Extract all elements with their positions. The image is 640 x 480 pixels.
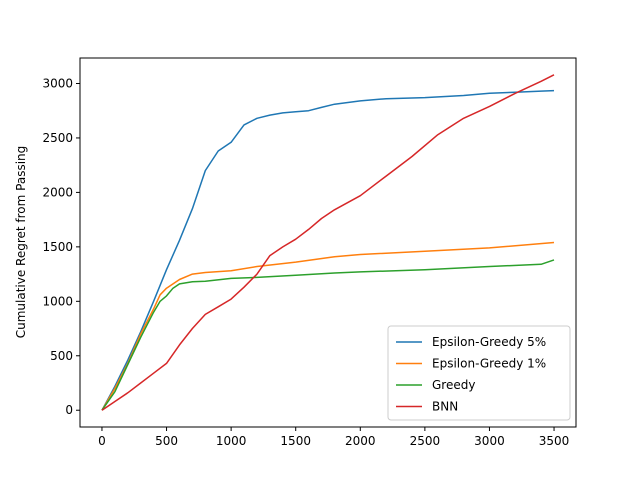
- y-tick-label: 1500: [42, 240, 73, 254]
- x-tick-label: 3000: [474, 434, 505, 448]
- series-line-3: [101, 259, 555, 411]
- y-axis-label: Cumulative Regret from Passing: [14, 146, 28, 339]
- legend-label: BNN: [432, 400, 458, 414]
- x-tick-label: 1500: [280, 434, 311, 448]
- series-line-4: [101, 74, 555, 411]
- x-tick-label: 500: [155, 434, 178, 448]
- y-tick-label: 0: [65, 403, 73, 417]
- x-tick-label: 2500: [410, 434, 441, 448]
- y-axis-ticks: 0 500 1000 1500 2000 2500 3000: [42, 76, 80, 417]
- x-axis-ticks: 0 500 1000 1500 2000 2500 3000 3500: [98, 427, 569, 448]
- y-tick-label: 500: [50, 349, 73, 363]
- series-line-2: [101, 241, 555, 411]
- legend-box: [387, 325, 571, 421]
- x-tick-label: 0: [98, 434, 106, 448]
- legend-label: Greedy: [432, 378, 475, 392]
- series-line-1: [101, 89, 555, 411]
- y-tick-label: 2000: [42, 185, 73, 199]
- y-tick-label: 2500: [42, 131, 73, 145]
- x-tick-label: 1000: [216, 434, 247, 448]
- series-lines: [101, 74, 555, 411]
- plot-frame: [79, 57, 577, 428]
- legend-label: Epsilon-Greedy 1%: [432, 357, 546, 371]
- y-tick-label: 3000: [42, 76, 73, 90]
- x-tick-label: 2000: [345, 434, 376, 448]
- legend-label: Epsilon-Greedy 5%: [432, 335, 546, 349]
- legend: Epsilon-Greedy 5% Epsilon-Greedy 1% Greedy…: [387, 325, 571, 421]
- x-tick-label: 3500: [539, 434, 570, 448]
- y-tick-label: 1000: [42, 294, 73, 308]
